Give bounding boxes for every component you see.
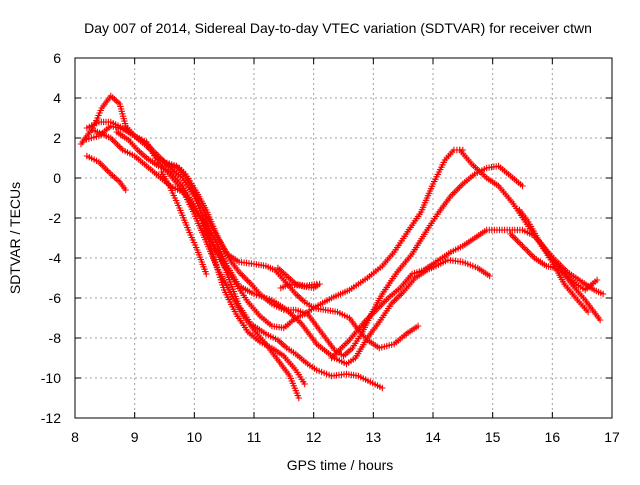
grid	[75, 58, 612, 418]
plot-frame	[74, 57, 613, 419]
series-8	[158, 168, 210, 278]
series-line	[330, 229, 604, 359]
y-tick-label: -10	[41, 370, 61, 386]
x-tick-label: 9	[131, 429, 139, 445]
series-6	[113, 128, 386, 392]
x-tick-label: 15	[485, 429, 501, 445]
x-tick-label: 16	[545, 429, 561, 445]
y-axis-label: SDTVAR / TECUs	[7, 182, 23, 294]
series-markers	[200, 220, 308, 388]
series-markers	[83, 152, 129, 194]
series-markers	[516, 206, 604, 324]
x-tick-label: 12	[306, 429, 322, 445]
x-tick-label: 17	[604, 429, 620, 445]
x-tick-label: 11	[247, 429, 262, 445]
x-tick-label: 8	[71, 429, 79, 445]
series-markers	[113, 128, 386, 392]
series-layer	[77, 92, 607, 402]
y-tick-label: -2	[49, 210, 62, 226]
y-tick-label: -12	[41, 410, 61, 426]
series-markers	[161, 158, 526, 360]
series-9	[200, 220, 308, 388]
series-7	[161, 158, 526, 360]
series-3	[83, 152, 129, 194]
chart-title: Day 007 of 2014, Sidereal Day-to-day VTE…	[84, 20, 592, 36]
series-11	[277, 280, 323, 292]
y-tick-label: 4	[53, 90, 61, 106]
y-tick-label: 2	[53, 130, 61, 146]
y-tick-label: -6	[49, 290, 62, 306]
series-15	[507, 230, 601, 294]
x-tick-label: 10	[187, 429, 203, 445]
x-axis-label: GPS time / hours	[287, 457, 394, 473]
series-markers	[277, 280, 323, 292]
y-tick-label: -4	[49, 250, 62, 266]
series-markers	[158, 168, 210, 278]
y-tick-label: 6	[53, 50, 61, 66]
y-tick-label: 0	[53, 170, 61, 186]
x-tick-label: 14	[425, 429, 441, 445]
series-markers	[507, 230, 601, 294]
series-14	[516, 206, 604, 324]
x-tick-label: 13	[366, 429, 382, 445]
ticks: 8 9 10 11 12 13 14 15 16 17 -12 -10 -8 -6 -4 -2 0 2 4 6	[41, 50, 620, 445]
y-tick-label: -8	[49, 330, 62, 346]
